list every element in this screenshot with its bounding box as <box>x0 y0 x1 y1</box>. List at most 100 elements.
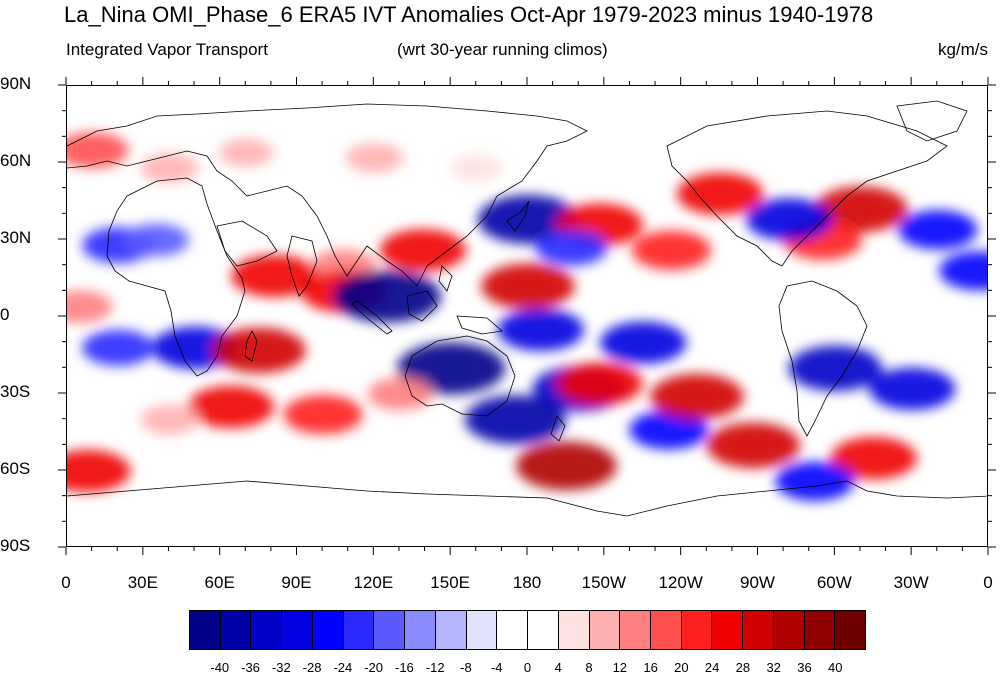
colorbar-box <box>804 611 836 649</box>
anomaly-blob <box>629 410 709 450</box>
south-america-coastline <box>778 280 868 437</box>
new-guinea-coastline <box>456 315 503 335</box>
lat-label: 90N <box>0 74 32 93</box>
plot-title: La_Nina OMI_Phase_6 ERA5 IVT Anomalies O… <box>64 2 874 27</box>
colorbar-box <box>220 611 252 649</box>
colorbar-box <box>773 611 805 649</box>
lat-label: 60S <box>0 459 31 478</box>
anomaly-field <box>67 132 987 501</box>
colorbar-box <box>712 611 744 649</box>
anomaly-blob <box>140 153 199 183</box>
anomaly-blob <box>82 329 155 366</box>
anomaly-blob <box>631 230 712 270</box>
colorbar-box <box>589 611 621 649</box>
colorbar-label: -40 <box>210 660 230 675</box>
lon-label: 180 <box>512 573 542 592</box>
anomaly-blob <box>67 449 131 493</box>
colorbar-label: 24 <box>704 660 720 675</box>
anomaly-blob <box>535 229 608 266</box>
colorbar-label: -12 <box>425 660 445 675</box>
anomaly-blob <box>868 367 956 411</box>
colorbar-box <box>312 611 344 649</box>
units-label: kg/m/s <box>937 40 988 59</box>
colorbar-box <box>251 611 283 649</box>
colorbar-label: -16 <box>395 660 414 675</box>
colorbar-box <box>374 611 406 649</box>
lat-label: 60N <box>0 151 32 170</box>
anomaly-blob <box>497 308 585 352</box>
lon-label: 30E <box>127 573 158 592</box>
lat-label: 30S <box>0 382 31 401</box>
colorbar-box <box>651 611 682 649</box>
colorbar-box <box>343 611 375 649</box>
colorbar-box <box>681 611 713 649</box>
colorbar-label: -24 <box>333 660 353 675</box>
lon-label: 60E <box>204 573 235 592</box>
anomaly-blob <box>939 251 987 291</box>
colorbar-box <box>743 611 774 649</box>
anomaly-blob <box>814 186 908 232</box>
anomaly-blob <box>397 342 506 395</box>
anomaly-blob <box>367 377 433 411</box>
anomaly-blob <box>67 132 129 169</box>
colorbar-box <box>190 611 221 649</box>
colorbar-label: -4 <box>490 660 503 675</box>
colorbar-box <box>435 611 467 649</box>
colorbar-label: -20 <box>364 660 384 675</box>
australia-coastline <box>404 335 516 417</box>
colorbar-label: 32 <box>766 660 781 675</box>
colorbar-box <box>558 611 590 649</box>
anomaly-blob <box>219 138 274 167</box>
coastlines <box>67 100 987 517</box>
lon-label: 0 <box>61 573 71 592</box>
colorbar-label: 0 <box>523 660 532 675</box>
lon-label: 90W <box>740 573 775 592</box>
left-subtitle: Integrated Vapor Transport <box>66 40 268 59</box>
lon-label: 30W <box>893 573 929 592</box>
greenland-coastline <box>896 100 968 142</box>
colorbar-box <box>466 611 498 649</box>
colorbar-box <box>497 611 529 649</box>
anomaly-blob <box>556 362 643 405</box>
borneo-coastline <box>406 290 438 322</box>
philippines-coastline <box>438 265 453 292</box>
anomaly-blob <box>481 263 575 309</box>
lon-label: 120E <box>353 573 394 592</box>
anomaly-blob <box>650 373 744 420</box>
anomaly-blob <box>898 210 978 250</box>
anomaly-blob <box>706 422 801 469</box>
lat-label: 0 <box>0 305 10 324</box>
antarctica-coastline <box>67 480 987 517</box>
lon-label: 150E <box>430 573 470 592</box>
anomaly-blob <box>516 441 617 491</box>
colorbar-label: -28 <box>302 660 322 675</box>
colorbar-label: 28 <box>735 660 751 675</box>
colorbar-label: 16 <box>643 660 658 675</box>
colorbar-box <box>528 611 559 649</box>
eurasia-coastline <box>67 103 588 287</box>
lat-label: 90S <box>0 536 31 555</box>
lon-label: 90E <box>281 573 312 592</box>
anomaly-blob <box>140 404 199 435</box>
anomaly-blob <box>345 143 404 173</box>
new-zealand-coastline <box>550 415 566 442</box>
colorbar-label: 40 <box>827 660 843 675</box>
colorbar-label: 20 <box>674 660 689 675</box>
lon-label: 0 <box>983 573 993 592</box>
anomaly-blob <box>379 229 467 272</box>
colorbar <box>189 610 866 650</box>
india-coastline <box>286 235 318 297</box>
anomaly-blob <box>788 345 883 392</box>
anomaly-blob <box>746 198 833 241</box>
lon-label: 120W <box>658 573 703 592</box>
anomaly-blob <box>187 385 275 429</box>
anomaly-blob <box>830 436 917 480</box>
lon-label: 150W <box>581 573 627 592</box>
anomaly-blob <box>775 461 855 501</box>
japan-coastline <box>506 200 530 232</box>
map-canvas <box>67 100 987 517</box>
anomaly-blob <box>124 223 190 257</box>
anomaly-blob <box>600 321 687 364</box>
anomaly-map <box>66 85 988 547</box>
colorbar-box <box>835 611 866 649</box>
